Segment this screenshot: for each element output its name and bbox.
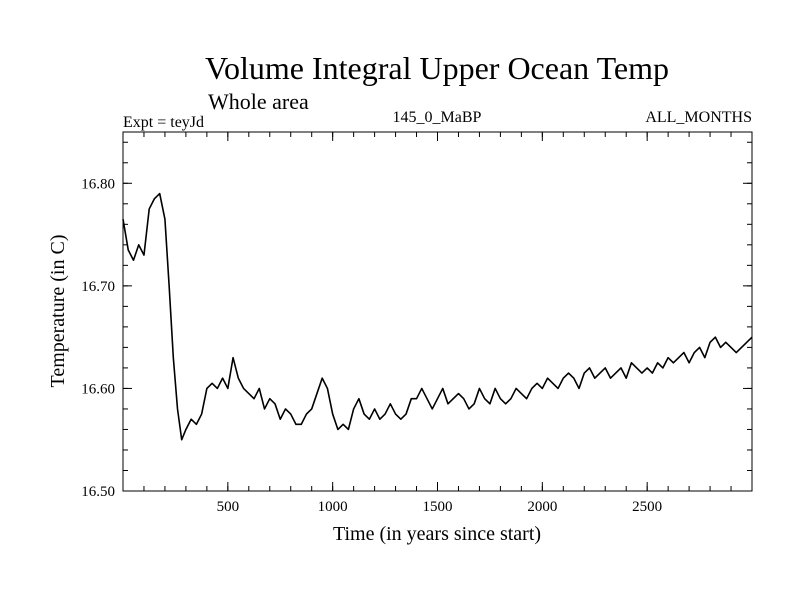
chart-subtitle: Whole area — [208, 89, 309, 114]
y-tick-label: 16.80 — [81, 176, 115, 192]
series-line-teyJd — [122, 192, 753, 441]
x-tick-label: 500 — [217, 499, 240, 515]
months-label: ALL_MONTHS — [645, 109, 752, 126]
y-tick-label: 16.60 — [81, 381, 115, 397]
y-axis-label: Temperature (in C) — [47, 235, 69, 388]
period-label: 145_0_MaBP — [393, 109, 482, 126]
plot-frame — [122, 131, 753, 492]
y-axis-ticks: 16.50 16.60 16.70 16.80 — [81, 141, 752, 500]
series-group — [122, 192, 753, 441]
chart-title: Volume Integral Upper Ocean Temp — [205, 50, 669, 86]
x-axis-label: Time (in years since start) — [333, 523, 541, 545]
x-tick-label: 1500 — [423, 499, 453, 515]
x-tick-label: 1000 — [318, 499, 348, 515]
x-tick-label: 2000 — [527, 499, 557, 515]
experiment-label: Expt = teyJd — [123, 114, 204, 131]
x-tick-label: 2500 — [632, 499, 662, 515]
x-axis-ticks: 500 1000 1500 2000 2500 — [143, 132, 732, 515]
y-tick-label: 16.70 — [81, 279, 115, 295]
y-tick-label: 16.50 — [81, 484, 115, 500]
